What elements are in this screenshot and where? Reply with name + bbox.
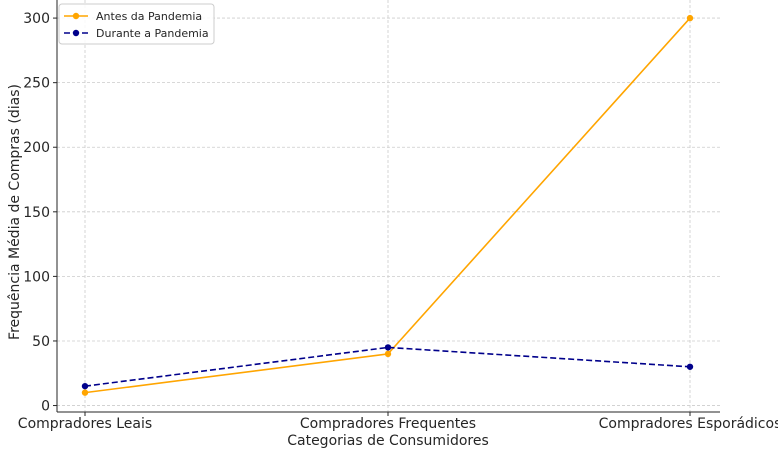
series-2-point [81, 382, 89, 390]
legend-box [58, 3, 215, 45]
series-layer [81, 14, 694, 396]
x-tick-label: Compradores Leais [18, 416, 152, 432]
legend-label-2: Durante a Pandemia [96, 27, 209, 40]
series-2-point [686, 363, 694, 370]
y-tick-label: 250 [23, 76, 50, 92]
axes [53, 0, 720, 416]
series-line-2 [84, 346, 691, 387]
series-line-1 [84, 17, 691, 394]
series-1-point [686, 14, 694, 22]
y-tick-label: 0 [41, 399, 50, 415]
x-axis-title: Categorias de Consumidores [287, 433, 489, 449]
legend-label-1: Antes da Pandemia [96, 10, 202, 23]
x-tick-label: Compradores Esporádicos [599, 416, 778, 432]
labels-layer: Categorias de Consumidores Frequência Mé… [7, 11, 778, 449]
y-tick-label: 100 [23, 269, 50, 285]
y-axis-title: Frequência Média de Compras (dias) [7, 84, 23, 340]
series-1-point [81, 389, 89, 396]
y-tick-label: 300 [23, 11, 50, 27]
legend: Antes da Pandemia Durante a Pandemia [58, 3, 215, 45]
series-1-point [384, 350, 392, 358]
legend-marker-2 [72, 29, 80, 37]
x-tick-label: Compradores Frequentes [300, 416, 476, 432]
y-tick-label: 150 [23, 205, 50, 221]
y-tick-label: 50 [32, 334, 50, 350]
y-tick-label: 200 [23, 140, 50, 156]
legend-marker-1 [72, 12, 80, 20]
series-2-point [384, 344, 392, 351]
